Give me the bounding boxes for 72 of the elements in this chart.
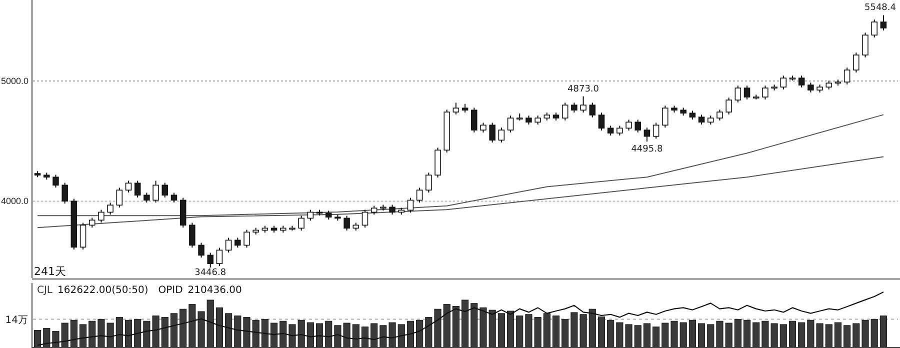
- candlestick: [52, 174, 59, 188]
- candlestick: [98, 209, 104, 224]
- candlestick: [644, 127, 650, 142]
- candlestick: [652, 122, 660, 140]
- candlestick: [844, 67, 850, 85]
- candlestick: [107, 202, 114, 216]
- annotation: 241天: [34, 265, 66, 278]
- candlestick: [744, 85, 750, 100]
- candlestick: [880, 14, 887, 31]
- candlestick: [207, 252, 214, 268]
- candlestick: [362, 209, 368, 228]
- candlestick: [162, 182, 168, 198]
- candlestick: [125, 180, 132, 193]
- candlestick: [426, 172, 432, 193]
- candlestick: [571, 102, 578, 114]
- candlestick: [298, 215, 304, 232]
- annotation: 162622.00(50:50): [58, 285, 148, 296]
- candlestick: [144, 192, 150, 204]
- candlestick: [152, 180, 159, 204]
- y-tick-label: 5000.0: [1, 76, 29, 86]
- candlestick: [189, 222, 196, 248]
- annotation: 210436.00: [188, 285, 242, 296]
- candlestick: [198, 242, 204, 258]
- candlestick: [808, 82, 814, 93]
- candlestick: [80, 222, 86, 250]
- candlestick: [616, 125, 623, 136]
- candlestick: [853, 52, 860, 73]
- annotation: 5548.4: [864, 3, 896, 14]
- candlestick: [480, 122, 486, 133]
- candlestick: [244, 229, 250, 248]
- candlestick: [498, 127, 505, 144]
- candlestick: [871, 19, 878, 38]
- candlestick: [662, 105, 668, 128]
- candlestick: [716, 109, 723, 121]
- candlestick: [798, 75, 805, 88]
- candlestick: [471, 107, 478, 133]
- candlestick: [734, 85, 742, 103]
- candlestick: [216, 247, 223, 266]
- candlestick: [170, 192, 178, 204]
- candlestick: [580, 96, 586, 114]
- candlestick: [762, 85, 768, 100]
- candlestick: [489, 122, 496, 144]
- candlestick: [416, 187, 423, 204]
- text: OPID: [158, 285, 184, 296]
- annotation: 4873.0: [568, 84, 600, 94]
- candlestick: [389, 204, 396, 216]
- annotation: 3446.8: [194, 268, 226, 278]
- annotation: 4495.8: [631, 144, 663, 155]
- candlestick: [62, 182, 68, 204]
- candlestick: [116, 187, 123, 208]
- ref-line-label: 14万: [5, 315, 28, 326]
- candlestick: [307, 209, 314, 222]
- candlestick: [726, 97, 732, 115]
- candlestick: [780, 75, 787, 90]
- candlestick: [626, 119, 632, 132]
- text: CJL: [37, 285, 53, 296]
- candlestick: [134, 180, 141, 198]
- candlestick: [407, 197, 414, 214]
- candlestick: [234, 237, 241, 248]
- candlestick: [634, 119, 641, 133]
- candlestick: [88, 217, 96, 228]
- candlestick: [589, 102, 596, 118]
- candlestick: [562, 102, 568, 121]
- candlestick: [452, 102, 460, 115]
- candlestick: [507, 115, 514, 133]
- y-tick-label: 4000.0: [1, 196, 29, 206]
- candlestick: [598, 112, 605, 132]
- candlestick: [344, 215, 350, 232]
- candlestick: [225, 237, 232, 254]
- candlestick: [607, 125, 614, 136]
- candlestick: [698, 114, 705, 126]
- candlestick: [862, 32, 868, 58]
